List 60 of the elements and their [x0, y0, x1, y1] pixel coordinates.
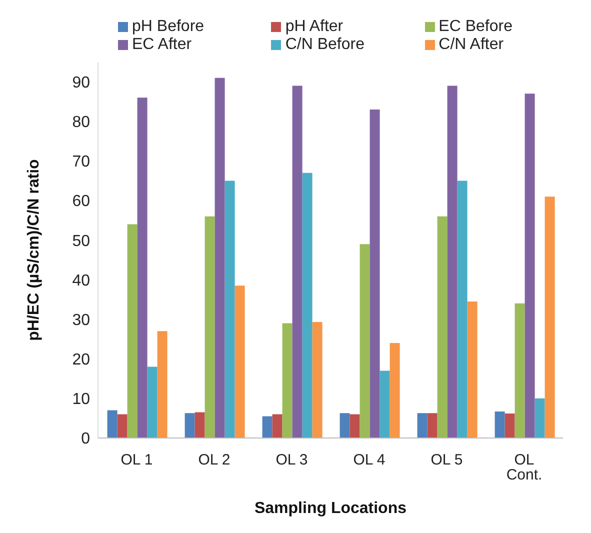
y-tick-label: 60 — [72, 193, 90, 210]
bar — [157, 331, 168, 438]
x-tick-label: OL 2 — [198, 452, 230, 469]
legend-label: EC After — [132, 36, 192, 54]
bar — [312, 322, 322, 438]
y-tick-label: 70 — [72, 154, 90, 171]
y-tick-label: 30 — [72, 312, 90, 329]
bar — [224, 180, 235, 438]
bar — [514, 303, 525, 438]
bar — [184, 413, 195, 438]
x-tick-label: OL 4 — [353, 452, 386, 469]
bar — [292, 86, 302, 438]
bar — [504, 413, 515, 438]
y-tick-label: 40 — [72, 272, 90, 290]
y-tick-label: 20 — [72, 352, 90, 369]
x-tick-label: OL 1 — [120, 452, 153, 469]
y-axis-title: pH/EC (µS/cm)/C/N ratio — [26, 158, 43, 341]
x-tick-label: OL 3 — [276, 452, 308, 469]
bar — [427, 413, 438, 438]
bar — [117, 414, 128, 438]
bar — [417, 413, 428, 438]
bar — [457, 180, 468, 438]
y-tick-label: 90 — [72, 74, 90, 92]
bar — [370, 109, 380, 438]
legend-label: EC Before — [438, 18, 512, 36]
bar — [272, 414, 282, 438]
bar — [494, 411, 505, 438]
bar — [340, 413, 350, 438]
bar — [380, 370, 390, 438]
x-axis-title: Sampling Locations — [254, 500, 407, 517]
legend-label: C/N Before — [285, 36, 364, 54]
bar — [127, 224, 138, 438]
legend-label: pH After — [285, 18, 344, 36]
legend-label: C/N After — [438, 36, 504, 54]
bar — [214, 78, 225, 438]
bar — [194, 412, 205, 438]
bar — [137, 98, 148, 438]
y-tick-label: 80 — [72, 114, 90, 132]
bar — [390, 343, 400, 438]
bar — [360, 244, 370, 438]
bar — [282, 323, 292, 438]
bar — [147, 366, 158, 438]
bar — [107, 410, 118, 438]
bar — [204, 216, 215, 438]
bar — [437, 216, 448, 438]
x-tick-label: OL 5 — [430, 452, 463, 469]
bar — [524, 94, 535, 438]
y-tick-label: 50 — [72, 232, 90, 250]
bar — [262, 416, 272, 438]
bar — [350, 414, 360, 438]
x-tick-label: OL Cont. — [506, 452, 542, 484]
bar — [534, 398, 545, 438]
bar — [544, 196, 555, 438]
y-tick-label: 10 — [72, 391, 90, 408]
legend-label: pH Before — [132, 18, 204, 36]
bar — [234, 286, 245, 438]
bar — [467, 301, 478, 438]
bar — [447, 86, 458, 438]
y-tick-label: 0 — [81, 430, 90, 448]
bar — [302, 172, 312, 438]
